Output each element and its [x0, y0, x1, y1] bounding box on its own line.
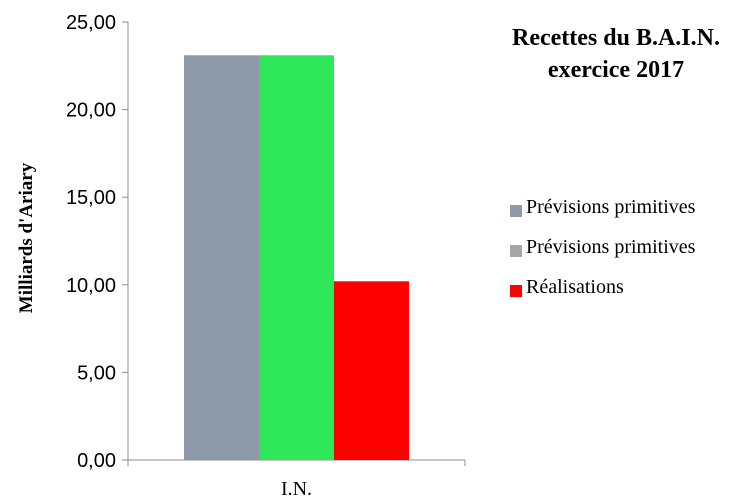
- x-tick-labels: I.N.: [281, 478, 312, 500]
- y-tick-label: 25,00: [66, 12, 116, 34]
- y-tick-labels: 0,00 5,00 10,00 15,00 20,00 25,00: [66, 12, 116, 472]
- bar: [259, 55, 334, 461]
- bar: [334, 281, 409, 460]
- y-axis-label: Milliards d'Ariary: [16, 162, 37, 313]
- bar: [184, 55, 259, 461]
- y-tick-label: 10,00: [66, 275, 116, 297]
- chart-title: Recettes du B.A.I.N. exercice 2017: [466, 22, 755, 86]
- y-tick-label: 15,00: [66, 187, 116, 209]
- legend-label: Prévisions primitives: [526, 236, 696, 258]
- legend-swatch: [510, 245, 522, 257]
- y-tick-label: 20,00: [66, 100, 116, 122]
- chart-title-line1: Recettes du B.A.I.N.: [512, 25, 720, 51]
- legend-label: Prévisions primitives: [526, 196, 696, 218]
- legend-label: Réalisations: [526, 276, 624, 298]
- chart-title-line2: exercice 2017: [547, 57, 685, 83]
- legend-swatch: [510, 285, 522, 297]
- y-tick-label: 0,00: [77, 450, 116, 472]
- y-tick-label: 5,00: [77, 362, 116, 384]
- bars: [184, 55, 409, 461]
- legend-swatch: [510, 205, 522, 217]
- x-tick-label: I.N.: [281, 478, 312, 500]
